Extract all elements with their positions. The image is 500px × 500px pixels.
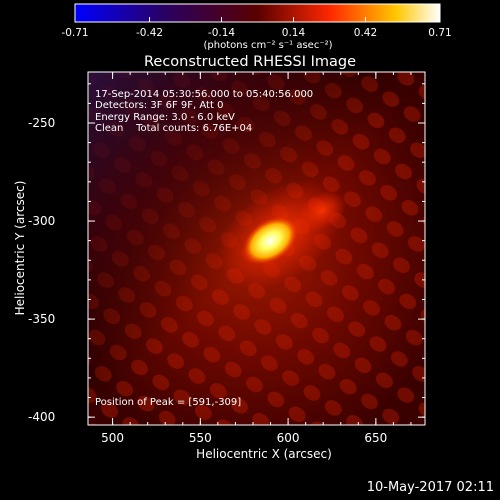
colorbar-tick-label: 0.14 bbox=[281, 27, 306, 39]
colorbar-gradient bbox=[74, 3, 441, 23]
heatmap-secondary-source bbox=[298, 190, 347, 231]
info-time-range: 17-Sep-2014 05:30:56.000 to 05:40:56.000 bbox=[95, 89, 314, 100]
x-tick-label: 500 bbox=[101, 431, 125, 445]
colorbar-unit-label: (photons cm⁻² s⁻¹ asec⁻²) bbox=[203, 40, 333, 51]
info-detectors: Detectors: 3F 6F 9F, Att 0 bbox=[95, 100, 224, 112]
info-energy-range: Energy Range: 3.0 - 6.0 keV bbox=[95, 111, 235, 123]
footer-date: 10-May-2017 02:11 bbox=[366, 480, 494, 495]
y-tick-label: -250 bbox=[28, 115, 56, 130]
y-tick-label: -400 bbox=[28, 410, 56, 425]
observation-info: 17-Sep-2014 05:30:56.000 to 05:40:56.000… bbox=[95, 89, 313, 134]
y-axis-label: Heliocentric Y (arcsec) bbox=[13, 180, 27, 316]
chart-title: Reconstructed RHESSI Image bbox=[143, 54, 357, 70]
colorbar bbox=[74, 3, 441, 23]
y-tick-label: -300 bbox=[28, 214, 56, 229]
info-clean-counts: Clean Total counts: 6.76E+04 bbox=[95, 122, 253, 134]
x-axis-label: Heliocentric X (arcsec) bbox=[196, 447, 332, 461]
x-tick-label: 600 bbox=[276, 431, 300, 445]
x-tick-label: 650 bbox=[364, 431, 388, 445]
colorbar-tick-label: 0.42 bbox=[353, 27, 378, 39]
colorbar-tick-label: 0.71 bbox=[428, 27, 452, 39]
peak-position-label: Position of Peak = [591,-309] bbox=[95, 397, 242, 408]
heatmap-peak-source bbox=[243, 216, 298, 265]
colorbar-tick-label: -0.42 bbox=[135, 27, 164, 39]
colorbar-tick-label: -0.14 bbox=[207, 27, 236, 39]
colorbar-tick-label: -0.71 bbox=[61, 27, 89, 39]
y-tick-label: -350 bbox=[28, 312, 56, 327]
x-tick-label: 550 bbox=[188, 431, 212, 445]
plot-frame bbox=[87, 71, 426, 426]
